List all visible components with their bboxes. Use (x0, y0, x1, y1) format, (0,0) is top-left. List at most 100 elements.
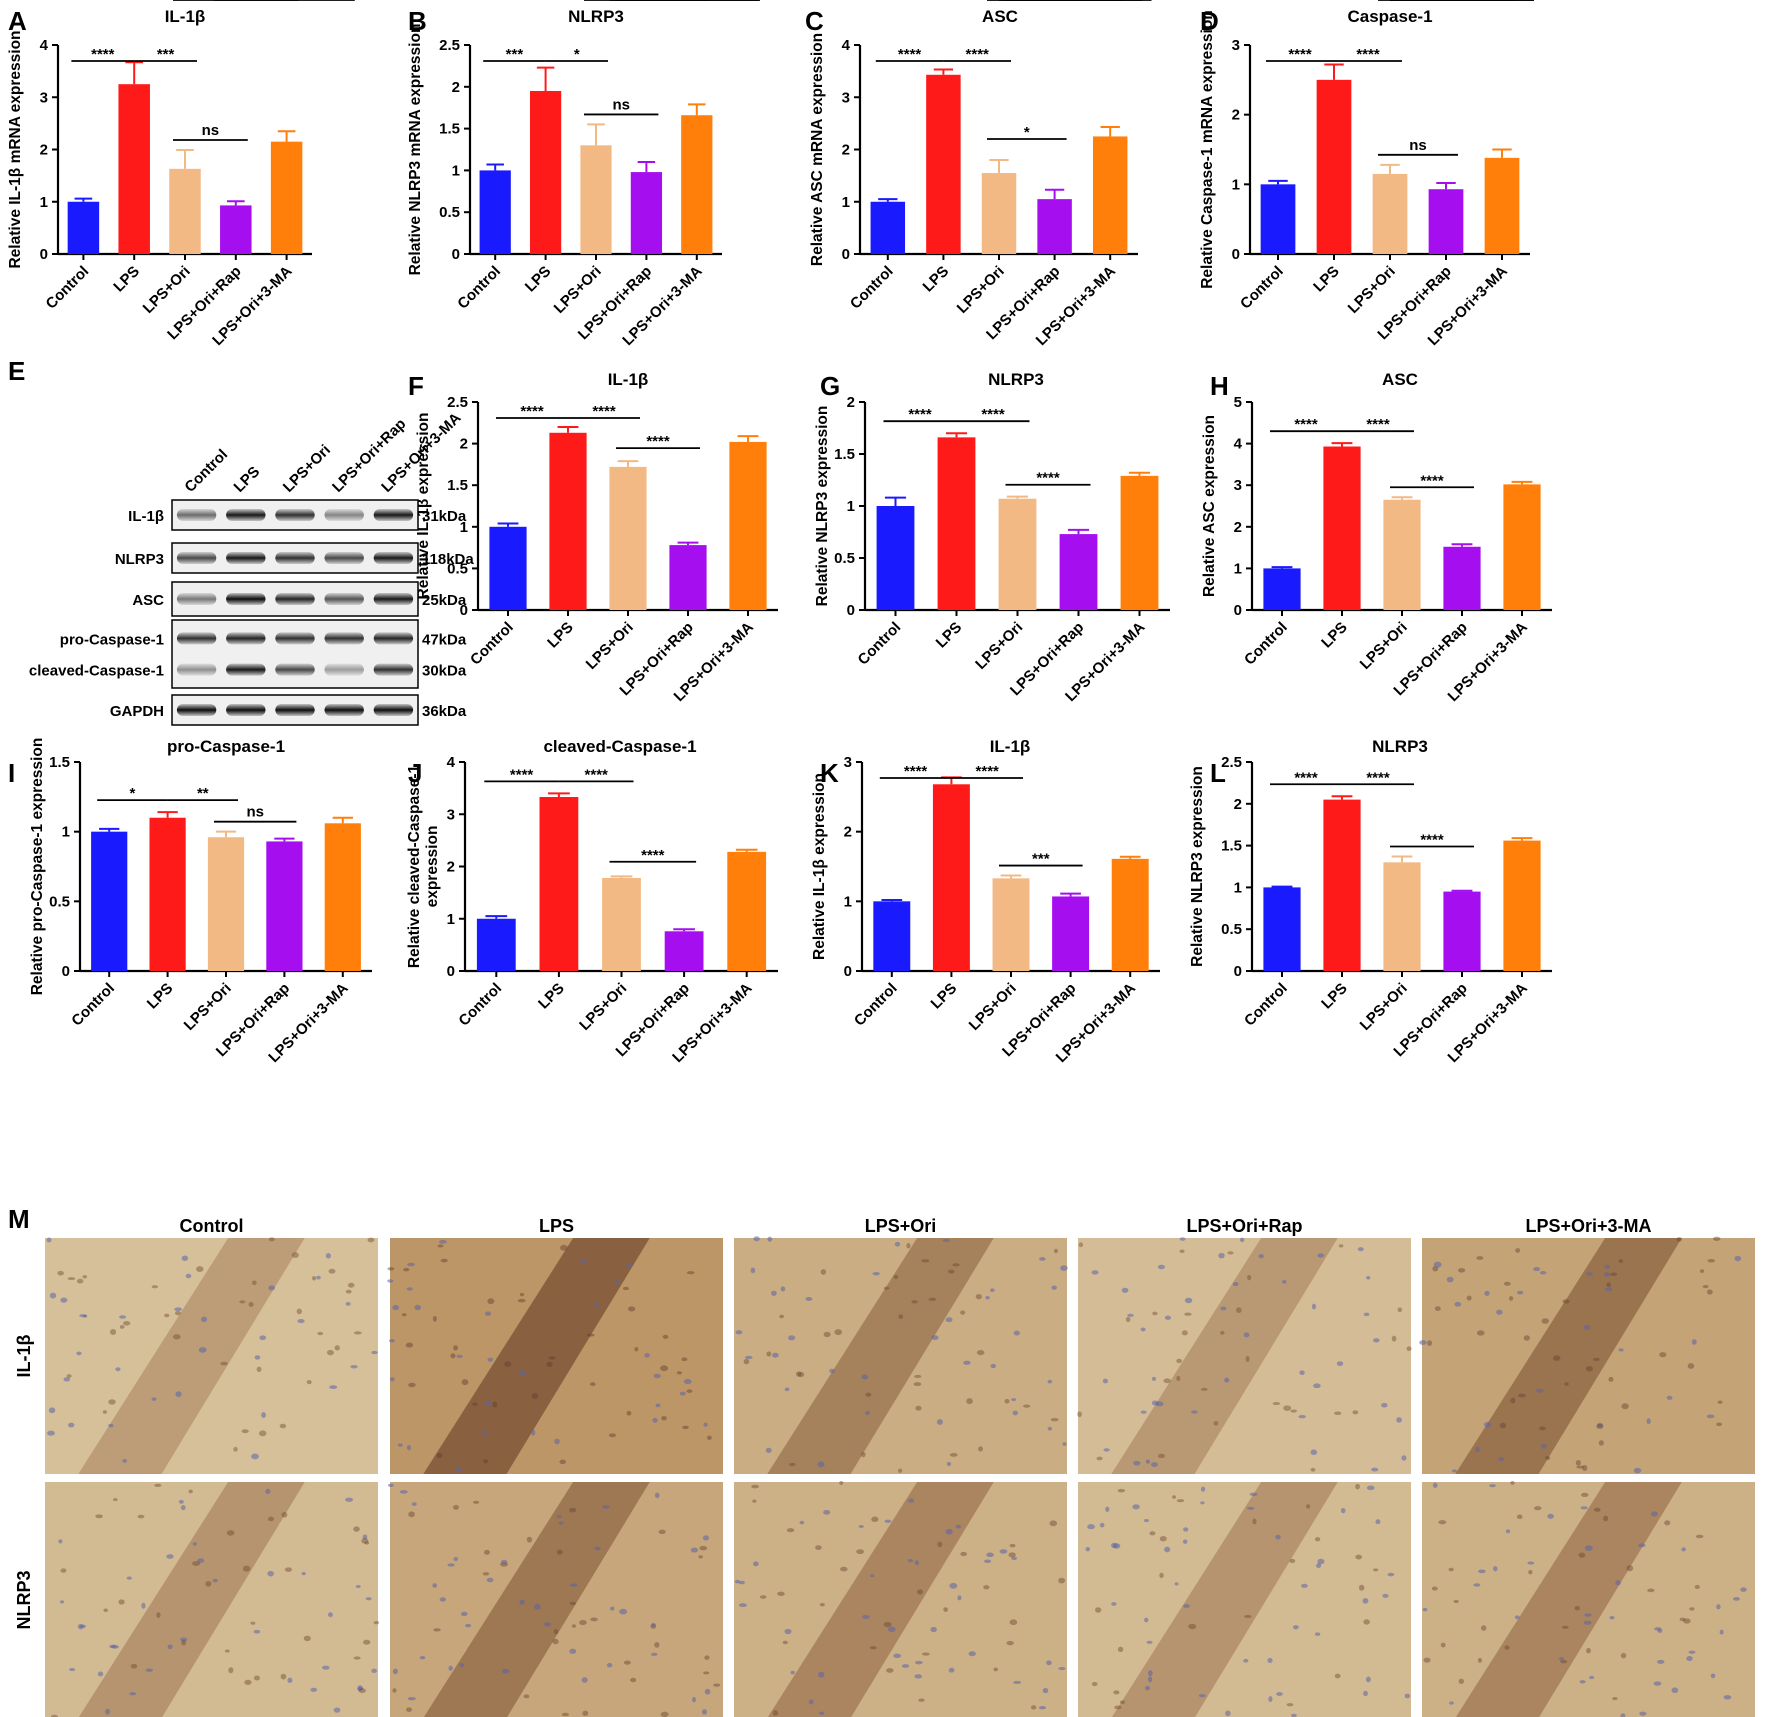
cell-nucleus (1480, 1625, 1487, 1631)
cell-nucleus (1585, 1365, 1593, 1372)
cell-nucleus (212, 1578, 218, 1583)
cell-nucleus (253, 1629, 261, 1634)
cell-nucleus (1311, 1303, 1317, 1310)
cell-nucleus (1182, 1539, 1188, 1544)
bar-LPS+Ori (609, 466, 647, 610)
cell-nucleus (1127, 1313, 1134, 1317)
cell-nucleus (623, 1660, 631, 1665)
cell-nucleus (581, 1677, 588, 1683)
cell-nucleus (1313, 1383, 1321, 1389)
cell-nucleus (1493, 1566, 1498, 1572)
x-tick-label: LPS (1318, 619, 1351, 652)
cell-nucleus (268, 1285, 276, 1291)
cell-nucleus (608, 1433, 616, 1438)
y-tick-label: 1.5 (834, 446, 855, 463)
cell-nucleus (500, 1559, 508, 1565)
cell-nucleus (1458, 1678, 1465, 1684)
stained-cell-layer (78, 1238, 305, 1474)
cell-nucleus (1483, 1421, 1492, 1428)
cell-nucleus (820, 1269, 827, 1275)
y-tick-label: 4 (842, 37, 851, 54)
y-tick-label: 1 (842, 194, 850, 211)
y-tick-label: 1 (847, 498, 855, 515)
cell-nucleus (888, 1626, 896, 1633)
bar-LPS+Ori+Rap (1059, 534, 1098, 610)
cell-nucleus (556, 1549, 563, 1555)
cell-nucleus (1523, 1335, 1531, 1341)
cell-nucleus (1373, 1338, 1380, 1343)
cell-nucleus (1717, 1400, 1723, 1404)
bar-Control (873, 901, 911, 971)
cell-nucleus (554, 1438, 560, 1445)
cell-nucleus (753, 1561, 759, 1567)
blot-band (324, 593, 364, 605)
ihc-column-title: LPS+Ori+3-MA (1525, 1216, 1651, 1236)
cell-nucleus (1310, 1467, 1316, 1472)
cell-nucleus (945, 1317, 953, 1323)
cell-nucleus (942, 1238, 950, 1243)
bar-Control (67, 201, 100, 254)
cell-nucleus (1119, 1700, 1126, 1705)
cell-nucleus (174, 1307, 182, 1312)
cell-nucleus (772, 1352, 779, 1358)
stained-cell-layer (1455, 1238, 1682, 1474)
cell-nucleus (861, 1451, 866, 1458)
y-tick-label: 1 (447, 911, 455, 928)
cell-nucleus (1062, 1442, 1067, 1446)
cell-nucleus (1146, 1640, 1153, 1644)
cell-nucleus (1381, 1402, 1388, 1408)
cell-nucleus (948, 1667, 955, 1673)
cell-nucleus (1586, 1647, 1591, 1654)
bar-LPS+Ori+Rap (220, 205, 252, 254)
cell-nucleus (960, 1551, 968, 1557)
blot-band (324, 704, 364, 716)
cell-nucleus (453, 1345, 458, 1351)
cell-nucleus (1706, 1289, 1713, 1295)
significance-label: **** (585, 766, 609, 783)
cell-nucleus (433, 1628, 441, 1632)
cell-nucleus (622, 1286, 630, 1291)
cell-nucleus (1583, 1620, 1592, 1625)
cell-nucleus (1723, 1695, 1732, 1700)
cell-nucleus (1336, 1361, 1344, 1367)
cell-nucleus (569, 1583, 578, 1587)
y-axis-label: Relative IL-1β expression (811, 773, 828, 960)
cell-nucleus (1406, 1346, 1412, 1351)
cell-nucleus (1719, 1629, 1724, 1635)
cell-nucleus (108, 1399, 116, 1405)
cell-nucleus (60, 1568, 67, 1573)
cell-nucleus (614, 1279, 620, 1285)
cell-nucleus (914, 1674, 923, 1679)
cell-nucleus (840, 1566, 848, 1572)
y-tick-label: 4 (1234, 436, 1243, 453)
bar-Control (489, 526, 527, 610)
cell-nucleus (883, 1286, 890, 1290)
cell-nucleus (703, 1422, 708, 1427)
cell-nucleus (1006, 1640, 1014, 1646)
cell-nucleus (1078, 1242, 1084, 1248)
cell-nucleus (561, 1712, 570, 1717)
ihc-image (1419, 1236, 1755, 1474)
cell-nucleus (1243, 1332, 1250, 1338)
cell-nucleus (459, 1663, 465, 1668)
cell-nucleus (244, 1679, 252, 1685)
cell-nucleus (1553, 1355, 1561, 1361)
panel-label: K (820, 758, 839, 788)
cell-nucleus (1476, 1330, 1485, 1336)
cell-nucleus (1396, 1417, 1402, 1423)
chart-title: NLRP3 (1372, 737, 1428, 756)
cell-nucleus (1449, 1701, 1454, 1705)
cell-nucleus (1338, 1244, 1344, 1248)
cell-nucleus (990, 1288, 995, 1293)
cell-nucleus (789, 1462, 796, 1467)
cell-nucleus (180, 1637, 188, 1642)
cell-nucleus (815, 1545, 822, 1550)
y-tick-label: 2 (447, 859, 455, 876)
y-tick-label: 0.5 (439, 204, 460, 221)
bar-LPS+Ori+3-MA (1503, 840, 1541, 971)
bar-LPS (118, 84, 150, 254)
cell-nucleus (1366, 1485, 1375, 1491)
bar-Control (91, 831, 128, 971)
blot-protein-label: NLRP3 (115, 551, 164, 568)
